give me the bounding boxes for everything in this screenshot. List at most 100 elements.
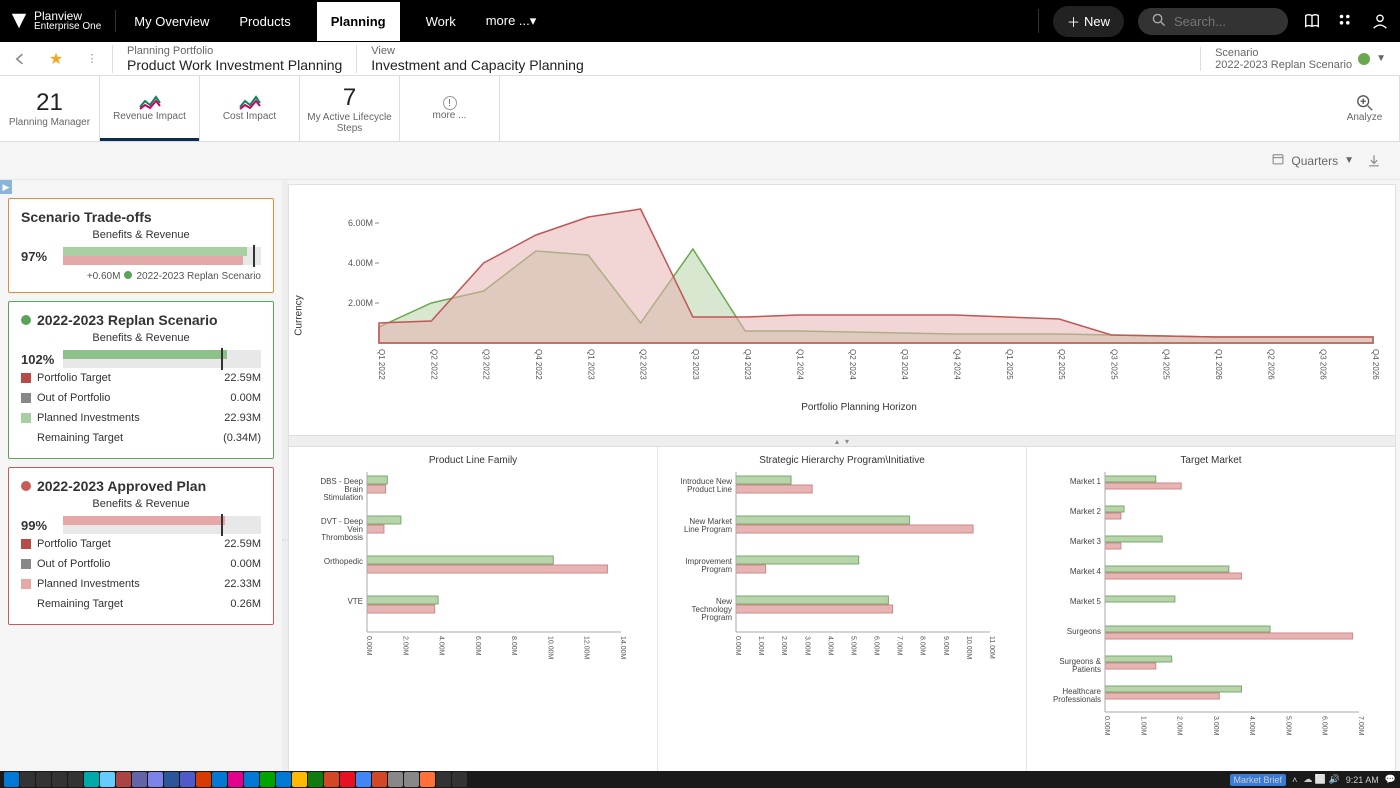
- svg-text:10.00M: 10.00M: [965, 636, 972, 660]
- svg-text:Q3 2023: Q3 2023: [691, 349, 700, 380]
- svg-text:Q2 2024: Q2 2024: [848, 349, 857, 380]
- scenario-card-red[interactable]: 2022-2023 Approved PlanBenefits & Revenu…: [8, 467, 274, 625]
- scenario-card-green[interactable]: 2022-2023 Replan ScenarioBenefits & Reve…: [8, 301, 274, 459]
- mini-chart-title: Product Line Family: [297, 455, 649, 466]
- taskbar-app-icon[interactable]: [404, 772, 419, 787]
- period-selector[interactable]: Quarters ▼: [1271, 152, 1354, 169]
- scenario-status-dot: [1358, 53, 1370, 65]
- taskbar-app-icon[interactable]: [372, 772, 387, 787]
- taskbar-app-icon[interactable]: [116, 772, 131, 787]
- svg-text:Market 3: Market 3: [1070, 537, 1102, 546]
- progress-bar: [63, 350, 261, 368]
- taskbar-app-icon[interactable]: [436, 772, 451, 787]
- taskbar-app-icon[interactable]: [244, 772, 259, 787]
- svg-text:0.00M: 0.00M: [365, 636, 372, 656]
- logo[interactable]: Planview Enterprise One: [10, 10, 116, 32]
- ribbon-cost-impact[interactable]: Cost Impact: [200, 76, 300, 141]
- ribbon-more-[interactable]: !more ...: [400, 76, 500, 141]
- panel-toggle-icon[interactable]: ▶: [0, 180, 12, 194]
- svg-text:9.00M: 9.00M: [942, 636, 949, 656]
- notification-icon[interactable]: 💬: [1385, 774, 1396, 785]
- svg-text:Product Line: Product Line: [687, 485, 732, 494]
- nav-link-my-overview[interactable]: My Overview: [130, 2, 213, 41]
- taskbar-app-icon[interactable]: [4, 772, 19, 787]
- taskbar-app-icon[interactable]: [132, 772, 147, 787]
- taskbar-app-icon[interactable]: [100, 772, 115, 787]
- ribbon-revenue-impact[interactable]: Revenue Impact: [100, 76, 200, 141]
- splitter-horizontal[interactable]: ▴ ▾: [289, 435, 1395, 447]
- chart-icon: [238, 95, 262, 111]
- crumb-view[interactable]: View Investment and Capacity Planning: [356, 45, 597, 73]
- back-icon[interactable]: [10, 49, 30, 69]
- nav-link-planning[interactable]: Planning: [317, 2, 400, 41]
- metric-row: Portfolio Target22.59M: [21, 368, 261, 388]
- crumb-scenario[interactable]: Scenario 2022-2023 Replan Scenario ▼: [1200, 47, 1400, 71]
- taskbar-app-icon[interactable]: [276, 772, 291, 787]
- taskbar-app-icon[interactable]: [20, 772, 35, 787]
- search-box[interactable]: [1138, 8, 1288, 35]
- taskbar-clock[interactable]: 9:21 AM: [1346, 775, 1379, 785]
- new-button[interactable]: ＋ New: [1053, 6, 1124, 37]
- taskbar-app-icon[interactable]: [52, 772, 67, 787]
- top-nav: Planview Enterprise One My Overview Produ…: [0, 0, 1400, 42]
- book-icon[interactable]: [1302, 11, 1322, 31]
- svg-text:Q1 2023: Q1 2023: [586, 349, 595, 380]
- chevron-down-icon[interactable]: ▼: [1376, 53, 1386, 64]
- mini-chart-title: Strategic Hierarchy Program\Initiative: [666, 455, 1018, 466]
- star-icon[interactable]: ★: [46, 49, 66, 69]
- taskbar-app-icon[interactable]: [452, 772, 467, 787]
- taskbar-app-label[interactable]: Market Brief: [1230, 774, 1287, 786]
- svg-text:Market 2: Market 2: [1070, 507, 1102, 516]
- taskbar-app-icon[interactable]: [84, 772, 99, 787]
- kebab-icon[interactable]: ⋮: [82, 49, 102, 69]
- collapse-down-icon[interactable]: ▾: [845, 437, 849, 446]
- mini-chart-title: Target Market: [1035, 455, 1387, 466]
- search-icon: [1152, 13, 1166, 30]
- apps-icon[interactable]: [1336, 11, 1356, 31]
- nav-link-work[interactable]: Work: [422, 2, 460, 41]
- taskbar-app-icon[interactable]: [228, 772, 243, 787]
- windows-taskbar[interactable]: Market Brief ˄ ☁ ⬜ 🔊 9:21 AM 💬: [0, 771, 1400, 788]
- taskbar-app-icon[interactable]: [68, 772, 83, 787]
- taskbar-app-icon[interactable]: [212, 772, 227, 787]
- svg-text:Program: Program: [701, 565, 732, 574]
- ribbon-planning-manager[interactable]: 21Planning Manager: [0, 76, 100, 141]
- taskbar-app-icon[interactable]: [148, 772, 163, 787]
- taskbar-app-icon[interactable]: [420, 772, 435, 787]
- download-icon[interactable]: [1366, 153, 1382, 169]
- taskbar-app-icon[interactable]: [340, 772, 355, 787]
- svg-text:2.00M: 2.00M: [1176, 716, 1183, 736]
- svg-text:VTE: VTE: [347, 597, 363, 606]
- svg-text:14.00M: 14.00M: [619, 636, 626, 660]
- svg-text:6.00M: 6.00M: [873, 636, 880, 656]
- nav-link-products[interactable]: Products: [235, 2, 294, 41]
- ribbon-my-active-lifecycle-steps[interactable]: 7My Active Lifecycle Steps: [300, 76, 400, 141]
- svg-text:8.00M: 8.00M: [510, 636, 517, 656]
- taskbar-app-icon[interactable]: [36, 772, 51, 787]
- tray-chevron-icon[interactable]: ˄: [1292, 775, 1297, 785]
- taskbar-app-icon[interactable]: [196, 772, 211, 787]
- svg-text:Professionals: Professionals: [1053, 695, 1101, 704]
- nav-link-more-[interactable]: more ...▾: [482, 1, 541, 41]
- crumb-portfolio[interactable]: Planning Portfolio Product Work Investme…: [112, 45, 356, 73]
- taskbar-app-icon[interactable]: [164, 772, 179, 787]
- ribbon-analyze[interactable]: Analyze: [1330, 76, 1400, 141]
- svg-text:Q4 2022: Q4 2022: [534, 349, 543, 380]
- tray-icons[interactable]: ☁ ⬜ 🔊: [1303, 774, 1339, 785]
- taskbar-app-icon[interactable]: [180, 772, 195, 787]
- scenario-card-orange[interactable]: Scenario Trade-offsBenefits & Revenue97%…: [8, 198, 274, 293]
- taskbar-app-icon[interactable]: [324, 772, 339, 787]
- svg-text:Q1 2025: Q1 2025: [1005, 349, 1014, 380]
- svg-text:Market 4: Market 4: [1070, 567, 1102, 576]
- user-icon[interactable]: [1370, 11, 1390, 31]
- svg-text:10.00M: 10.00M: [546, 636, 553, 660]
- taskbar-app-icon[interactable]: [260, 772, 275, 787]
- taskbar-app-icon[interactable]: [292, 772, 307, 787]
- plus-icon: ＋: [1067, 12, 1080, 31]
- taskbar-app-icon[interactable]: [388, 772, 403, 787]
- taskbar-app-icon[interactable]: [308, 772, 323, 787]
- svg-text:0.00M: 0.00M: [734, 636, 741, 656]
- search-input[interactable]: [1174, 14, 1274, 29]
- taskbar-app-icon[interactable]: [356, 772, 371, 787]
- collapse-up-icon[interactable]: ▴: [835, 437, 839, 446]
